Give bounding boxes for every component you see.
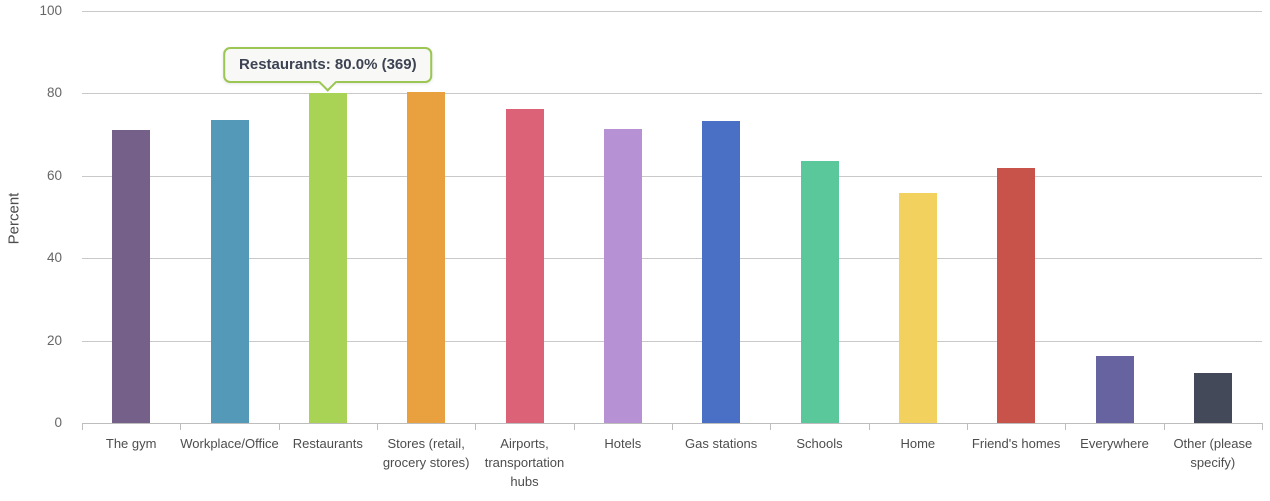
x-axis-tick [868,423,870,430]
bar-hotels[interactable] [603,128,642,423]
x-tick-label: Schools [796,436,843,451]
bar-gas-stations[interactable] [702,121,741,423]
y-tick-label: 0 [54,415,62,430]
x-tick-label: Home [900,436,936,451]
gridline [82,175,1262,177]
gridline [82,340,1262,342]
x-tick-label: Gas stations [685,436,758,451]
x-tick-label: Everywhere [1080,436,1149,451]
x-axis-tick [475,423,477,430]
y-tick-label: 40 [46,250,62,266]
x-axis-tick [278,423,280,430]
gridline [82,258,1262,260]
x-axis-tick [82,423,83,430]
tooltip-text: Restaurants: 80.0% (369) [239,56,417,74]
x-tick-label: Workplace/Office [180,436,279,451]
x-tick-label: Friend's homes [971,436,1061,451]
x-axis-tick [770,423,772,430]
bar-airports-transportation-hubs[interactable] [505,109,544,423]
x-axis-tick [573,423,575,430]
bar-the-gym[interactable] [112,130,151,423]
bar-home[interactable] [898,193,937,423]
x-axis-tick [672,423,673,430]
x-axis-tick [1065,423,1067,430]
bar-restaurants[interactable] [308,93,347,423]
bar-workplace-office[interactable] [210,119,249,423]
bar-everywhere[interactable] [1095,355,1134,423]
bar-schools[interactable] [800,160,839,423]
x-axis-tick [967,423,968,430]
x-axis-tick [1262,423,1263,430]
gridline [82,93,1262,95]
x-tick-label: The gym [105,436,157,451]
y-tick-label: 20 [46,332,62,348]
y-tick-label: 60 [46,167,62,183]
gridline [82,11,1262,12]
tooltip: Restaurants: 80.0% (369) [223,47,433,93]
tooltip-caret-icon [318,73,337,93]
x-axis-tick [1163,423,1165,430]
x-tick-label: Hotels [604,436,642,451]
x-axis-tick [377,423,378,430]
y-tick-label: 100 [39,3,62,18]
bar-stores-retail-grocery-stores[interactable] [407,91,446,423]
x-tick-label: Restaurants [292,436,363,451]
bar-friend-s-homes[interactable] [997,167,1036,423]
y-tick-label: 80 [46,85,62,101]
x-tick-label: Stores (retail, grocery stores) [382,436,470,470]
x-tick-label: Airports, transportation hubs [484,436,565,489]
x-tick-label: Other (please specify) [1173,436,1253,470]
bar-other-please-specify[interactable] [1193,373,1232,423]
x-axis-tick [180,423,182,430]
